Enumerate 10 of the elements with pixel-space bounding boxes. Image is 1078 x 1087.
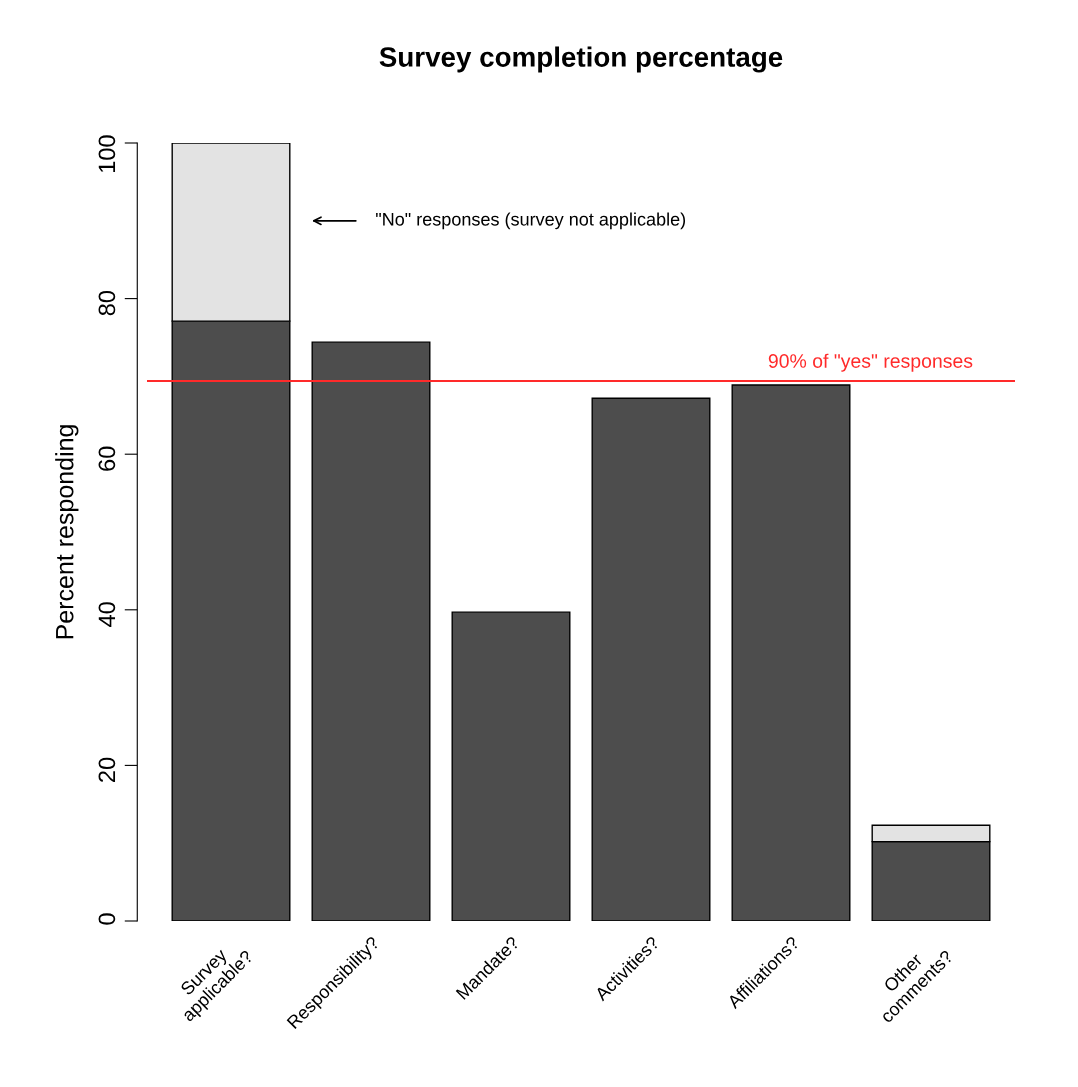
y-tick-label: 100 [98, 135, 116, 173]
y-axis-title: Percent responding [55, 425, 79, 639]
chart-title: Survey completion percentage [379, 46, 783, 73]
ref-line-label: 90% of "yes" responses [768, 353, 973, 372]
y-tick-label: 80 [98, 290, 116, 316]
y-tick-label: 0 [98, 913, 116, 925]
y-tick-label: 60 [98, 446, 116, 471]
y-tick-label: 40 [98, 602, 116, 627]
y-tick-label: 20 [98, 757, 116, 782]
annotation: "No" responses (survey not applicable) [376, 212, 686, 230]
